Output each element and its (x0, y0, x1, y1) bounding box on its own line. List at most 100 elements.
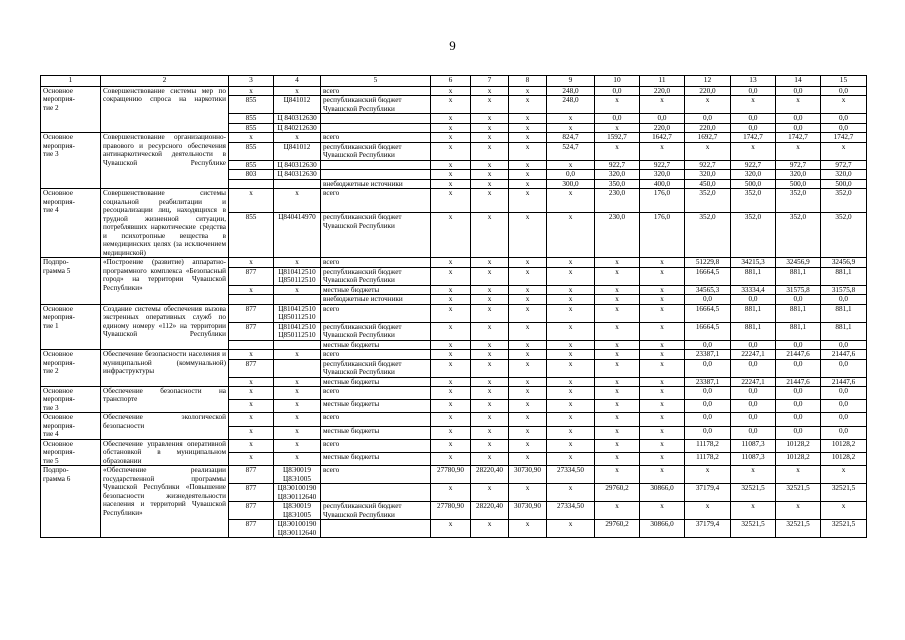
cell-c7: x (470, 113, 509, 124)
table-row: Основное мероприя- тие 5 Обеспечение упра… (40, 438, 867, 467)
cell-c7: x (470, 321, 509, 341)
cell-c6: 27780,90 (430, 465, 471, 485)
cell-c3: 855 (228, 159, 274, 171)
cell-c3 (228, 294, 274, 305)
cell-c8: x (508, 412, 547, 427)
cell-c9: x (546, 349, 595, 360)
cell-c5: всего (320, 132, 431, 143)
cell-c5: всего (320, 412, 431, 427)
cell-c7: x (470, 169, 509, 180)
table-row: Подпро- грамма 6 «Обеспечение реализации … (40, 465, 867, 539)
column-header-13: 13 (730, 75, 776, 87)
cell-c11: x (639, 376, 685, 388)
cell-c14: 0,0 (775, 339, 821, 351)
column-header-12: 12 (684, 75, 731, 87)
cell-c13: 0,0 (730, 358, 776, 378)
cell-c11: x (639, 141, 685, 161)
table-row: внебюджетные источники x x x x x x 0,0 0,0 0,0 0,0 (41, 294, 867, 305)
column-header-2: 2 (100, 75, 229, 87)
table-row: 855 Ц 840312630 x x x x 922,7 922,7 922,7 922,7 97… (41, 159, 867, 171)
cell-c10: x (594, 339, 640, 351)
cell-c10: 922,7 (594, 159, 640, 171)
cell-c13: 32521,5 (730, 483, 776, 503)
table-row: 877 Ц8Э0100190 Ц8Э0112640 x x x x 29760,2 30866… (41, 483, 867, 503)
cell-c7: x (470, 85, 509, 97)
cell-c13: 11087,3 (730, 438, 776, 454)
block-description: Совершенствование системы социальной реа… (100, 188, 229, 259)
cell-c3: x (228, 399, 274, 414)
cell-c6: x (430, 303, 471, 323)
column-header-14: 14 (775, 75, 821, 87)
block-description: Обеспечение экологической безопасности (100, 412, 229, 440)
cell-c9: x (546, 483, 595, 503)
cell-c4: x (273, 349, 321, 360)
cell-c4 (273, 358, 321, 378)
cell-c13: 0,0 (730, 113, 776, 124)
table-row: 877 Ц8Э0100190 Ц8Э0112640 x x x x 29760,2 30866… (41, 519, 867, 539)
cell-c15: 1742,7 (820, 132, 867, 143)
cell-c6: x (430, 321, 471, 341)
cell-c9: x (546, 321, 595, 341)
cell-c7: x (470, 159, 509, 171)
cell-c13: 881,1 (730, 266, 776, 286)
cell-c10: 320,0 (594, 169, 640, 180)
cell-c7: x (470, 376, 509, 388)
cell-c7: x (470, 212, 509, 259)
cell-c13: x (730, 465, 776, 485)
block-description: «Построение (развитие) аппаратно-програм… (100, 257, 229, 305)
cell-c3 (228, 339, 274, 351)
cell-c11: x (639, 412, 685, 427)
cell-c9: x (546, 438, 595, 454)
cell-c14: 0,0 (775, 294, 821, 305)
cell-c15: 32521,5 (820, 519, 867, 539)
cell-c6: x (430, 113, 471, 124)
cell-c10: 1592,7 (594, 132, 640, 143)
cell-c9: x (546, 266, 595, 286)
cell-c6: x (430, 483, 471, 503)
cell-c9: x (546, 159, 595, 171)
cell-c4: Ц810412510 Ц850112510 (273, 303, 321, 323)
cell-c12: 352,0 (684, 212, 731, 259)
cell-c14: 0,0 (775, 399, 821, 414)
cell-c12: 34565,3 (684, 284, 731, 296)
cell-c15: 881,1 (820, 321, 867, 341)
cell-c14: 320,0 (775, 169, 821, 180)
cell-c11: x (639, 358, 685, 378)
cell-c8: x (508, 113, 547, 124)
cell-c8: x (508, 452, 547, 467)
cell-c13: 0,0 (730, 412, 776, 427)
cell-c14: x (775, 501, 821, 521)
cell-c12: 220,0 (684, 122, 731, 134)
cell-c10: x (594, 501, 640, 521)
cell-c13: 352,0 (730, 188, 776, 214)
cell-c11: x (639, 266, 685, 286)
column-header-4: 4 (273, 75, 321, 87)
cell-c11: 320,0 (639, 169, 685, 180)
cell-c14: 352,0 (775, 188, 821, 214)
cell-c6: x (430, 178, 471, 190)
cell-c15: 972,7 (820, 159, 867, 171)
cell-c10: x (594, 425, 640, 440)
cell-c7: x (470, 412, 509, 427)
cell-c6: x (430, 159, 471, 171)
cell-c5: всего (320, 85, 431, 97)
cell-c9: x (546, 303, 595, 323)
cell-c3: x (228, 188, 274, 214)
cell-c4: x (273, 412, 321, 427)
block-name: Основное мероприя- тие 1 (40, 303, 101, 351)
cell-c4: Ц840414970 (273, 212, 321, 259)
cell-c5: республиканский бюджет Чувашской Республ… (320, 501, 431, 521)
cell-c7: x (470, 438, 509, 454)
cell-c15: 0,0 (820, 294, 867, 305)
cell-c10: x (594, 399, 640, 414)
table-row: x x местные бюджеты x x x x x x 34565,3 33334,4 315… (41, 284, 867, 296)
table-row: 855 Ц 840312630 x x x x 0,0 0,0 0,0 0,0 0,0 0,0 (41, 113, 867, 124)
cell-c3: x (228, 284, 274, 296)
cell-c11: 1642,7 (639, 132, 685, 143)
cell-c3: x (228, 376, 274, 388)
cell-c15: x (820, 95, 867, 115)
column-header-15: 15 (820, 75, 867, 87)
table-row: Основное мероприя- тие 3 Обеспечение безо… (40, 385, 867, 414)
cell-c8: x (508, 188, 547, 214)
cell-c15: x (820, 141, 867, 161)
